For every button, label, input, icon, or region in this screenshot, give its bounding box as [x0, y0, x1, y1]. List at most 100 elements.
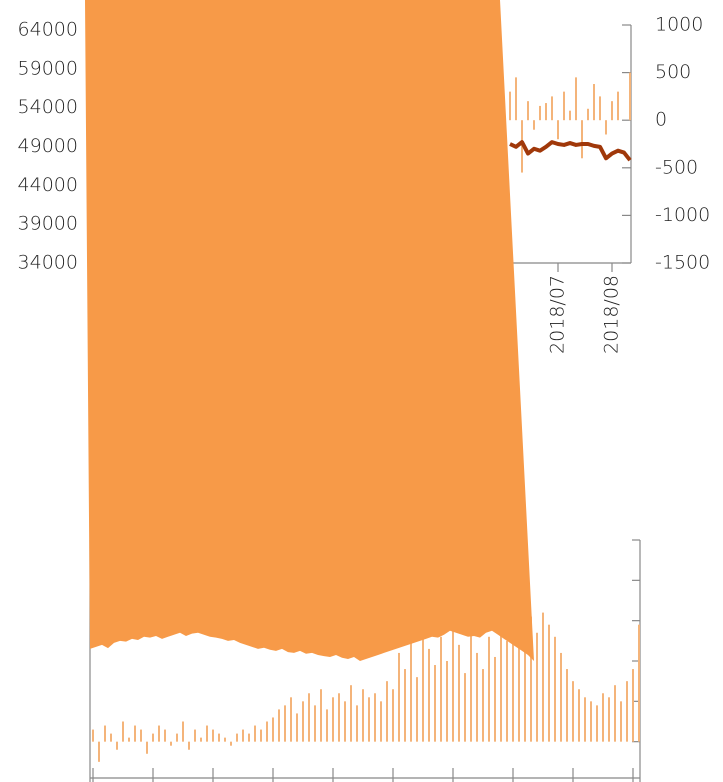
bar [110, 733, 112, 742]
bar [266, 721, 268, 742]
y-tick-label: 44000 [18, 174, 78, 196]
bar [158, 725, 160, 742]
x-tick-label: 2018/08 [601, 275, 623, 354]
bar [560, 652, 562, 742]
bar [536, 632, 538, 742]
bar [509, 91, 511, 121]
bar [392, 689, 394, 742]
bar [194, 729, 196, 742]
bar [164, 729, 166, 742]
bar [452, 624, 454, 742]
bar [380, 701, 382, 742]
bar [188, 741, 190, 750]
y2-tick-label: -1000 [655, 204, 710, 226]
bar [569, 110, 571, 121]
bar [557, 120, 559, 140]
y2-tick-label: 500 [655, 61, 691, 83]
bar [326, 709, 328, 742]
bar [290, 697, 292, 742]
x-tick-label: 2018/07 [547, 275, 569, 354]
bar [500, 620, 502, 742]
bar [518, 612, 520, 742]
bar [152, 733, 154, 742]
bar [374, 693, 376, 742]
bar [200, 737, 202, 742]
bar [122, 721, 124, 742]
bar [332, 697, 334, 742]
bar [488, 636, 490, 742]
bar [140, 729, 142, 742]
bar [170, 741, 172, 746]
bar [575, 77, 577, 121]
bar [176, 733, 178, 742]
bar [356, 705, 358, 742]
bar [434, 665, 436, 742]
bar [482, 669, 484, 742]
bar [602, 693, 604, 742]
bar [506, 640, 508, 742]
bar [524, 628, 526, 742]
bar [530, 616, 532, 742]
bar [581, 120, 583, 159]
bar [350, 685, 352, 742]
y2-tick-label: 0 [655, 109, 667, 131]
bar [92, 729, 94, 742]
bar [440, 636, 442, 742]
bar [566, 669, 568, 742]
bar [614, 685, 616, 742]
bar [533, 120, 535, 130]
bar [128, 737, 130, 742]
bar [494, 656, 496, 742]
bar [212, 729, 214, 742]
bar [605, 120, 607, 135]
bar [512, 624, 514, 742]
bar [611, 101, 613, 121]
bar [320, 689, 322, 742]
bar [362, 689, 364, 742]
bar [98, 741, 100, 762]
bar [626, 681, 628, 742]
bar [296, 713, 298, 742]
bar [104, 725, 106, 742]
bar [260, 729, 262, 742]
bar [554, 636, 556, 742]
area-series [85, 0, 534, 661]
bar [470, 632, 472, 742]
line-series [509, 140, 632, 162]
bar [206, 725, 208, 742]
bar [416, 677, 418, 742]
bar [629, 72, 631, 121]
bar [422, 628, 424, 742]
bar [404, 669, 406, 742]
bar [242, 729, 244, 742]
bar [539, 105, 541, 121]
bar [146, 741, 148, 754]
y2-tick-label: 1000 [655, 14, 703, 36]
bar [542, 612, 544, 742]
bar [458, 644, 460, 742]
bar [182, 721, 184, 742]
bar [545, 103, 547, 121]
bar [476, 652, 478, 742]
bar [248, 733, 250, 742]
bar [446, 661, 448, 742]
bar [584, 697, 586, 742]
y-tick-label: 39000 [18, 213, 78, 235]
bar [638, 624, 640, 742]
bar [308, 693, 310, 742]
bar [599, 96, 601, 121]
bar [278, 709, 280, 742]
bar [608, 697, 610, 742]
bar [572, 681, 574, 742]
bar [338, 693, 340, 742]
bar [593, 84, 595, 121]
y-tick-label: 54000 [18, 96, 78, 118]
bar [284, 705, 286, 742]
bar [527, 101, 529, 121]
bar [563, 91, 565, 121]
bar [236, 733, 238, 742]
bar [551, 96, 553, 121]
bar [302, 701, 304, 742]
bar [620, 701, 622, 742]
